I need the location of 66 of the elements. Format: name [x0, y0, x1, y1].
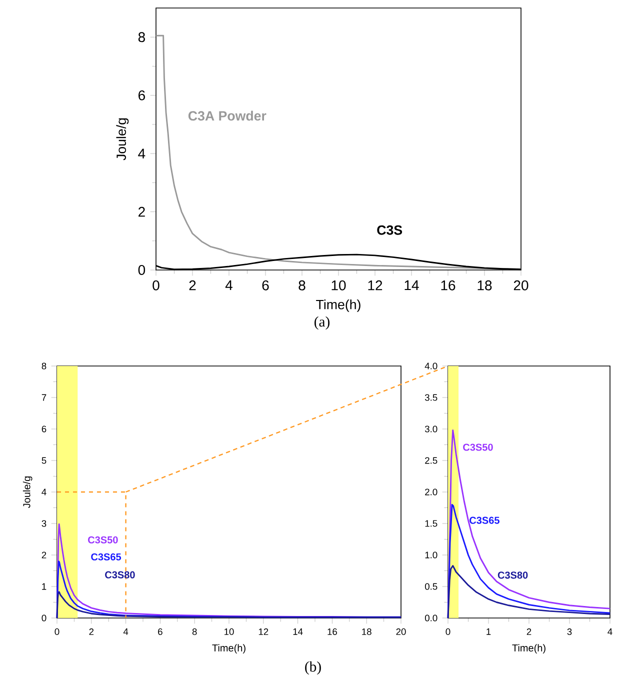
y-tick-label: 5 [42, 457, 46, 464]
x-tick-label: 12 [368, 280, 382, 290]
x-tick-label: 18 [362, 628, 372, 635]
x-tick-label: 4 [608, 628, 612, 635]
text: C3S80 [105, 571, 135, 578]
y-tick-label: 7 [42, 394, 46, 401]
y-tick-label: 8 [42, 362, 46, 370]
x-tick-label: 0 [446, 628, 450, 635]
x-tick-label: 2 [526, 628, 532, 635]
series-label: C3A Powder [188, 110, 266, 121]
x-tick-label: 4 [123, 628, 128, 635]
series-label: C3S50 [463, 444, 493, 451]
series-label: C3S65 [470, 516, 500, 524]
x-tick-label: 20 [514, 280, 528, 290]
y-tick-label: 0.0 [424, 614, 438, 622]
y-tick-label: 2 [42, 552, 46, 558]
y-tick-label: 1 [42, 583, 46, 590]
y-tick-label: 3.0 [424, 426, 438, 432]
x-tick-label: 3 [567, 628, 572, 635]
text: C3S80 [498, 572, 528, 579]
x-tick-label: 16 [328, 628, 337, 635]
x-tick-label: 0 [152, 280, 160, 290]
x-axis-title: Time(h) [512, 644, 546, 654]
x-tick-label: 10 [332, 280, 346, 290]
y-tick-label: 4 [42, 488, 46, 496]
x-tick-label: 14 [404, 280, 419, 290]
y-axis-title: Joule/g [22, 476, 32, 508]
y-tick-label: 0 [42, 614, 46, 622]
x-tick-label: 6 [262, 280, 269, 290]
text: C3S65 [91, 553, 122, 560]
x-tick-label: 2 [189, 280, 196, 290]
y-tick-label: 3 [42, 520, 46, 527]
y-tick-label: 2 [138, 206, 145, 217]
x-tick-label: 0 [54, 628, 60, 635]
x-tick-label: 20 [396, 628, 406, 635]
y-tick-label: 1.0 [425, 552, 438, 558]
x-tick-label: 14 [293, 628, 303, 635]
y-tick-label: 2.5 [425, 457, 438, 464]
x-tick-label: 2 [89, 628, 94, 635]
x-tick-label: 6 [158, 628, 162, 635]
y-tick-label: 4.0 [424, 362, 438, 370]
y-tick-label: 2.0 [425, 488, 438, 496]
text: C3S50 [88, 536, 118, 544]
x-tick-label: 18 [478, 280, 492, 290]
x-tick-label: 4 [225, 280, 232, 290]
text: (a) [314, 316, 330, 330]
y-axis-title: Joule/g [116, 118, 129, 160]
series-label: C3S [377, 225, 402, 235]
y-tick-label: 6 [138, 90, 145, 100]
x-tick-label: 16 [441, 280, 456, 290]
x-tick-label: 10 [224, 628, 234, 635]
y-tick-label: 1.5 [425, 520, 438, 527]
x-axis-title: Time(h) [212, 644, 246, 654]
text: (b) [305, 661, 321, 675]
x-axis-title: Time(h) [316, 299, 360, 312]
x-tick-label: 8 [298, 280, 306, 290]
y-tick-label: 8 [138, 32, 145, 42]
y-tick-label: 3.5 [424, 394, 438, 401]
x-tick-label: 1 [486, 628, 491, 635]
y-tick-label: 0 [138, 265, 146, 275]
y-tick-label: 0.5 [424, 583, 438, 590]
y-tick-label: 6 [42, 426, 46, 432]
y-tick-label: 4 [138, 148, 146, 158]
line-series [447, 564, 611, 619]
x-tick-label: 12 [258, 628, 268, 635]
x-tick-label: 8 [192, 628, 197, 635]
